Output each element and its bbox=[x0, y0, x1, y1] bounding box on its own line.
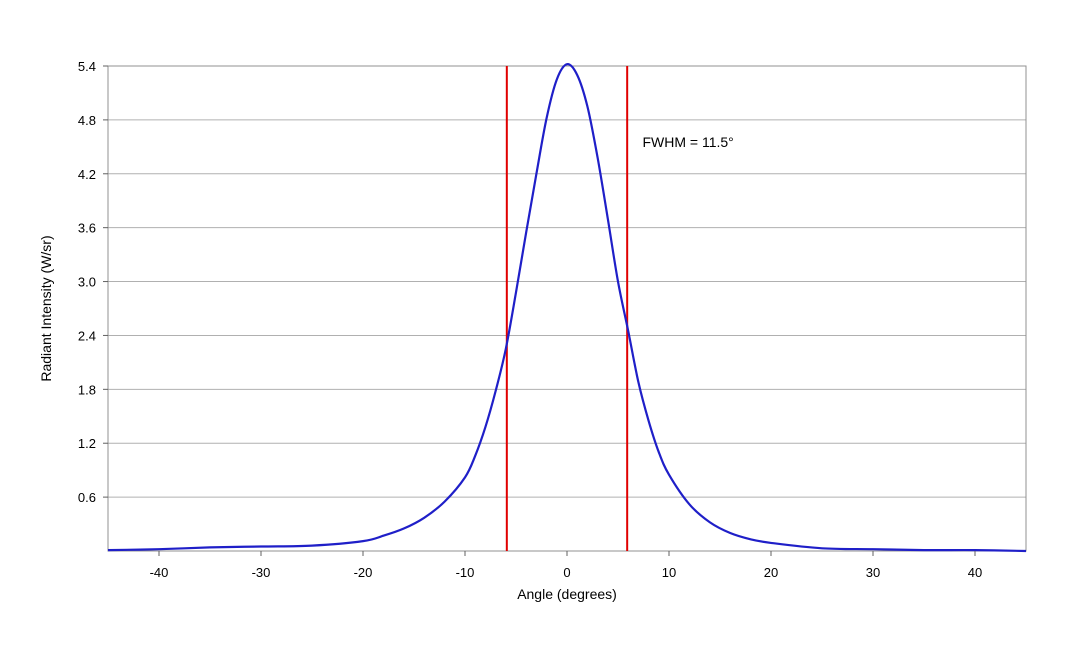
series-line bbox=[107, 63, 1027, 553]
x-tick-label: 20 bbox=[764, 565, 778, 580]
y-tick-label: 1.2 bbox=[78, 436, 96, 451]
y-tick-label: 1.8 bbox=[78, 382, 96, 397]
y-axis-ticks: 0.6 1.2 1.8 2.4 3.0 3.6 4.2 4.8 5.4 bbox=[78, 59, 108, 505]
fwhm-annotation: FWHM = 11.5° bbox=[642, 134, 733, 150]
x-tick-label: -20 bbox=[354, 565, 373, 580]
y-tick-label: 0.6 bbox=[78, 490, 96, 505]
x-axis-ticks: -40 -30 -20 -10 0 10 20 30 40 bbox=[150, 551, 982, 580]
x-tick-label: 30 bbox=[866, 565, 880, 580]
series-layer bbox=[107, 63, 1027, 553]
annotations: FWHM = 11.5° bbox=[642, 134, 733, 150]
x-tick-label: 40 bbox=[968, 565, 982, 580]
x-tick-label: -40 bbox=[150, 565, 169, 580]
plot-frame bbox=[107, 65, 1027, 552]
y-axis-label: Radiant Intensity (W/sr) bbox=[38, 235, 54, 381]
grid-lines bbox=[108, 65, 1026, 552]
y-tick-label: 3.6 bbox=[78, 221, 96, 236]
x-tick-label: -30 bbox=[252, 565, 271, 580]
y-tick-label: 3.0 bbox=[78, 275, 96, 290]
fwhm-markers bbox=[505, 66, 629, 551]
x-tick-label: 10 bbox=[662, 565, 676, 580]
y-tick-label: 2.4 bbox=[78, 328, 96, 343]
y-tick-label: 5.4 bbox=[78, 59, 96, 74]
x-tick-label: -10 bbox=[456, 565, 475, 580]
x-tick-label: 0 bbox=[563, 565, 570, 580]
y-tick-label: 4.8 bbox=[78, 113, 96, 128]
y-tick-label: 4.2 bbox=[78, 167, 96, 182]
x-axis-label: Angle (degrees) bbox=[517, 586, 617, 602]
